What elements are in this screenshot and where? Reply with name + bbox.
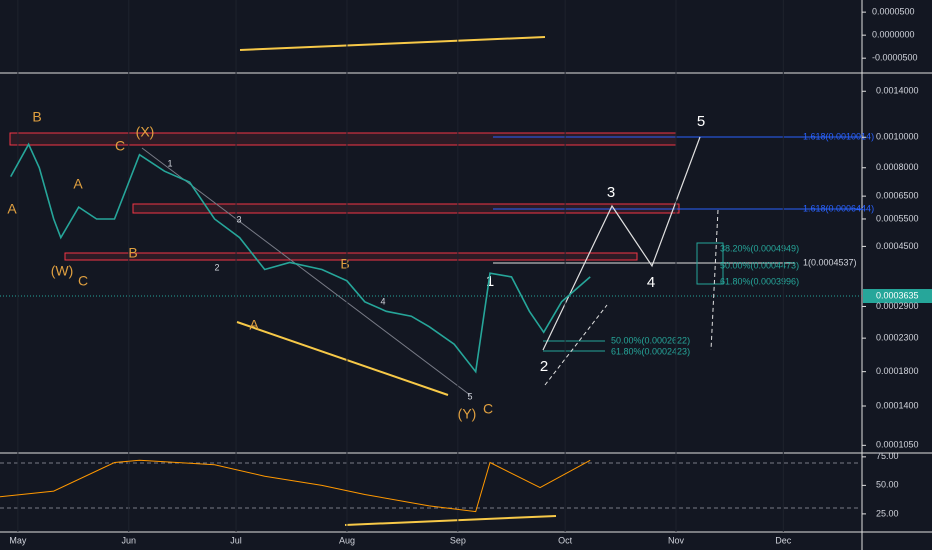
x-tick-label: Jun [122, 535, 137, 545]
price-line [10, 142, 591, 374]
wave-label: 1 [486, 273, 494, 290]
wave-label: A [7, 201, 17, 217]
zone [9, 132, 677, 146]
fib-box [696, 242, 724, 285]
fib-label: 1.618(0.0006444) [803, 203, 874, 213]
y-tick-label: 0.0010000 [876, 132, 919, 142]
y-tick-label: 0.0014000 [876, 86, 919, 96]
y-tick-label: 0.0001800 [876, 366, 919, 376]
y-tick-label: 0.0001400 [876, 400, 919, 410]
y-tick-label: 0.0000500 [872, 7, 915, 17]
y-tick-label: 0.0004500 [876, 241, 919, 251]
y-tick-label: 25.00 [876, 508, 899, 518]
wave-label: A [73, 176, 83, 192]
wave-label: C [78, 273, 88, 289]
subwave-label: 5 [467, 391, 472, 401]
x-tick-label: Dec [775, 535, 792, 545]
fib-label: 61.80%(0.0002423) [611, 346, 690, 356]
wave-label: B [340, 256, 349, 272]
subwave-label: 4 [380, 296, 385, 306]
wave-label: 3 [607, 184, 615, 201]
fib-label: 38.20%(0.0004949) [720, 243, 799, 253]
y-tick-label: 0.0001050 [876, 440, 919, 450]
x-tick-label: Nov [668, 535, 685, 545]
y-tick-label: 0.0006500 [876, 191, 919, 201]
x-tick-label: Jul [230, 535, 242, 545]
divergence-arrow [236, 321, 449, 396]
channel-line [141, 147, 471, 396]
subwave-label: 3 [236, 214, 241, 224]
wave-label: B [32, 109, 41, 125]
y-tick-label: 0.0000000 [872, 30, 915, 40]
x-tick-label: Sep [450, 535, 466, 545]
y-tick-label: 0.0008000 [876, 162, 919, 172]
fib-label: 1.618(0.0010014) [803, 131, 874, 141]
fib-label: 50.00%(0.0004473) [720, 260, 799, 270]
y-tick-label: 0.0002900 [876, 301, 919, 311]
divergence-arrow [344, 515, 557, 526]
fib-label: 61.80%(0.0003996) [720, 276, 799, 286]
y-tick-label: 0.0002300 [876, 333, 919, 343]
wave-label: B [128, 245, 137, 261]
projection-dashed [710, 209, 719, 351]
wave-label: C [115, 138, 125, 154]
wave-label: C [483, 401, 493, 417]
channel-line [544, 304, 608, 386]
x-tick-label: May [9, 535, 27, 545]
zone [64, 252, 638, 261]
last-price-badge [863, 289, 932, 303]
wave-label: (Y) [458, 406, 477, 422]
x-tick-label: Oct [558, 535, 573, 545]
fib-label: 50.00%(0.0002622) [611, 335, 690, 345]
wave-label: (X) [136, 124, 155, 140]
y-tick-label: 0.0005500 [876, 213, 919, 223]
fib-label: 1(0.0004537) [803, 257, 857, 267]
y-tick-label: 75.00 [876, 451, 899, 461]
wave-label: 2 [540, 358, 548, 375]
subwave-label: 1 [167, 158, 172, 168]
subwave-label: 2 [214, 262, 219, 272]
y-tick-label: 50.00 [876, 480, 899, 490]
wave-label: A [249, 317, 259, 333]
wave-label: 5 [697, 113, 705, 130]
last-price-label: 0.0003635 [876, 290, 919, 300]
divergence-arrow [239, 36, 546, 51]
rsi-line [0, 459, 591, 513]
wave-label: (W) [51, 263, 74, 279]
y-tick-label: -0.0000500 [872, 53, 918, 63]
x-tick-label: Aug [339, 535, 355, 545]
wave-label: 4 [647, 274, 655, 291]
